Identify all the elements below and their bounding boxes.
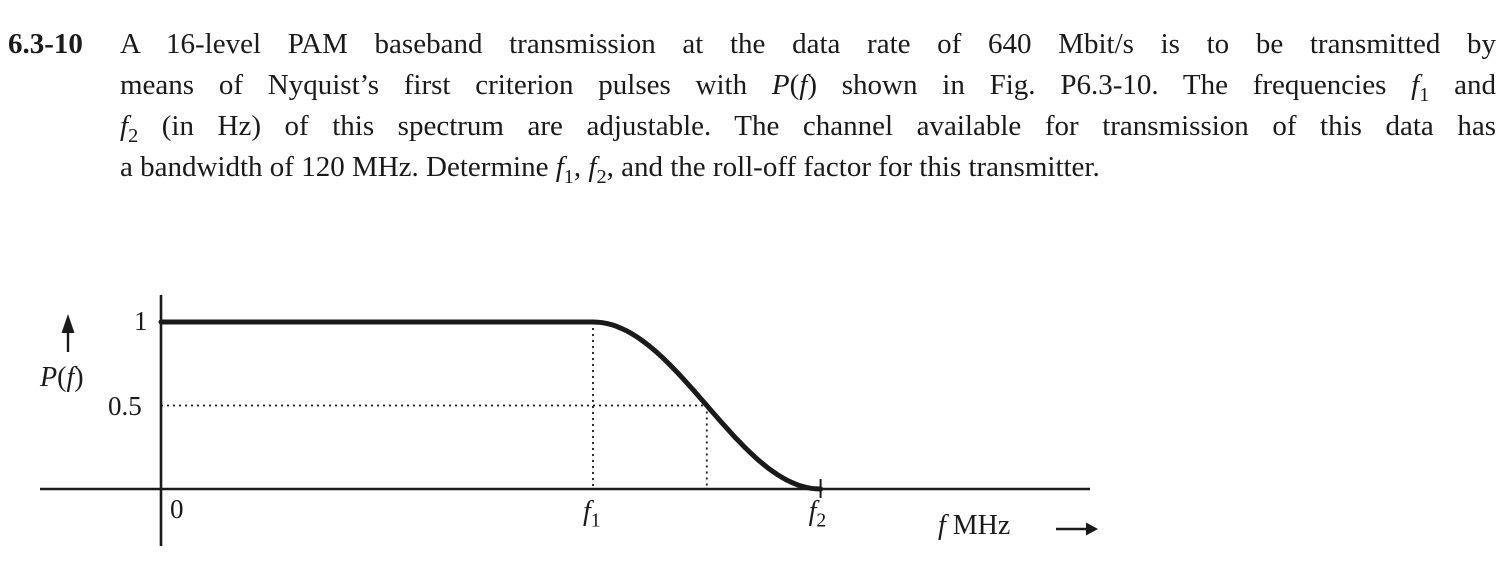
x-tick-f1-label: f1	[582, 496, 601, 532]
x-tick-0-label: 0	[170, 494, 184, 524]
problem-statement: 6.3-10 A 16-level PAM baseband transmiss…	[8, 24, 1496, 188]
x-tick-f2-label: f2	[808, 496, 827, 532]
problem-text: A 16-level PAM baseband transmission at …	[120, 24, 1496, 188]
problem-text-line: A 16-level PAM baseband transmission at …	[120, 28, 1496, 60]
y-tick-1-label: 1	[134, 306, 148, 336]
problem-text-line: a bandwidth of 120 MHz. Determine f1, f2…	[120, 151, 1100, 188]
y-tick-05-label: 0.5	[108, 391, 142, 421]
right-arrow-icon	[1056, 522, 1098, 536]
x-axis-label: f MHz	[938, 510, 1011, 541]
y-axis-label: P(f)	[40, 362, 84, 393]
spectrum-plot	[40, 295, 1090, 546]
problem-text-line: means of Nyquist’s first criterion pulse…	[120, 69, 1496, 106]
up-arrow-icon	[61, 314, 75, 352]
problem-text-line: f2 (in Hz) of this spectrum are adjustab…	[120, 110, 1496, 147]
spectrum-curve	[158, 319, 824, 492]
problem-number: 6.3-10	[8, 28, 83, 60]
